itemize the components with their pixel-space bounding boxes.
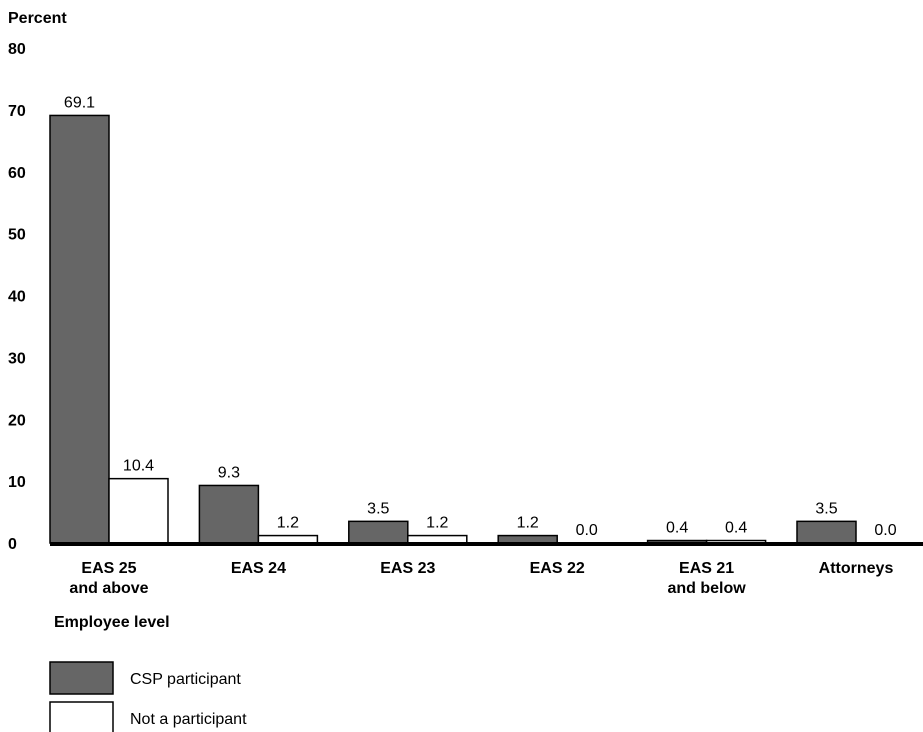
bar xyxy=(796,520,857,544)
y-axis-title: Percent xyxy=(8,10,67,27)
legend-swatch xyxy=(49,661,114,695)
bar xyxy=(407,534,468,544)
y-tick-label: 50 xyxy=(8,227,26,244)
bar-value-label: 3.5 xyxy=(367,500,389,517)
x-tick-label: EAS 25 xyxy=(81,560,136,577)
legend-label: Not a participant xyxy=(130,711,247,728)
bar-value-label: 0.0 xyxy=(874,522,896,539)
x-tick-label: and below xyxy=(667,580,746,597)
x-tick-label: EAS 23 xyxy=(380,560,435,577)
bar-value-label: 69.1 xyxy=(64,94,95,111)
bar xyxy=(348,520,409,544)
bar-value-label: 0.4 xyxy=(725,520,747,537)
y-tick-label: 70 xyxy=(8,103,26,120)
y-tick-label: 80 xyxy=(8,41,26,58)
bar-value-label: 9.3 xyxy=(218,464,240,481)
x-tick-label: EAS 21 xyxy=(679,560,734,577)
x-axis-title: Employee level xyxy=(54,614,170,631)
bar xyxy=(108,477,169,544)
legend-label: CSP participant xyxy=(130,671,241,688)
bar-value-label: 0.4 xyxy=(666,520,688,537)
bar xyxy=(49,114,110,544)
bar xyxy=(198,484,260,544)
bar xyxy=(257,534,319,544)
bar-value-label: 3.5 xyxy=(815,500,837,517)
y-tick-label: 0 xyxy=(8,536,17,553)
bar-value-label: 10.4 xyxy=(123,458,154,475)
bar-value-label: 1.2 xyxy=(426,515,448,532)
x-tick-label: Attorneys xyxy=(819,560,894,577)
y-tick-label: 60 xyxy=(8,165,26,182)
x-tick-label: EAS 22 xyxy=(530,560,585,577)
bar-value-label: 1.2 xyxy=(277,515,299,532)
x-tick-label: and above xyxy=(69,580,148,597)
x-tick-label: EAS 24 xyxy=(231,560,286,577)
bar xyxy=(497,534,558,544)
legend-swatch xyxy=(49,701,114,732)
y-tick-label: 20 xyxy=(8,412,26,429)
y-tick-label: 40 xyxy=(8,289,26,306)
bar-value-label: 1.2 xyxy=(517,515,539,532)
y-tick-label: 10 xyxy=(8,474,26,491)
bar-value-label: 0.0 xyxy=(576,522,598,539)
y-tick-label: 30 xyxy=(8,350,26,367)
